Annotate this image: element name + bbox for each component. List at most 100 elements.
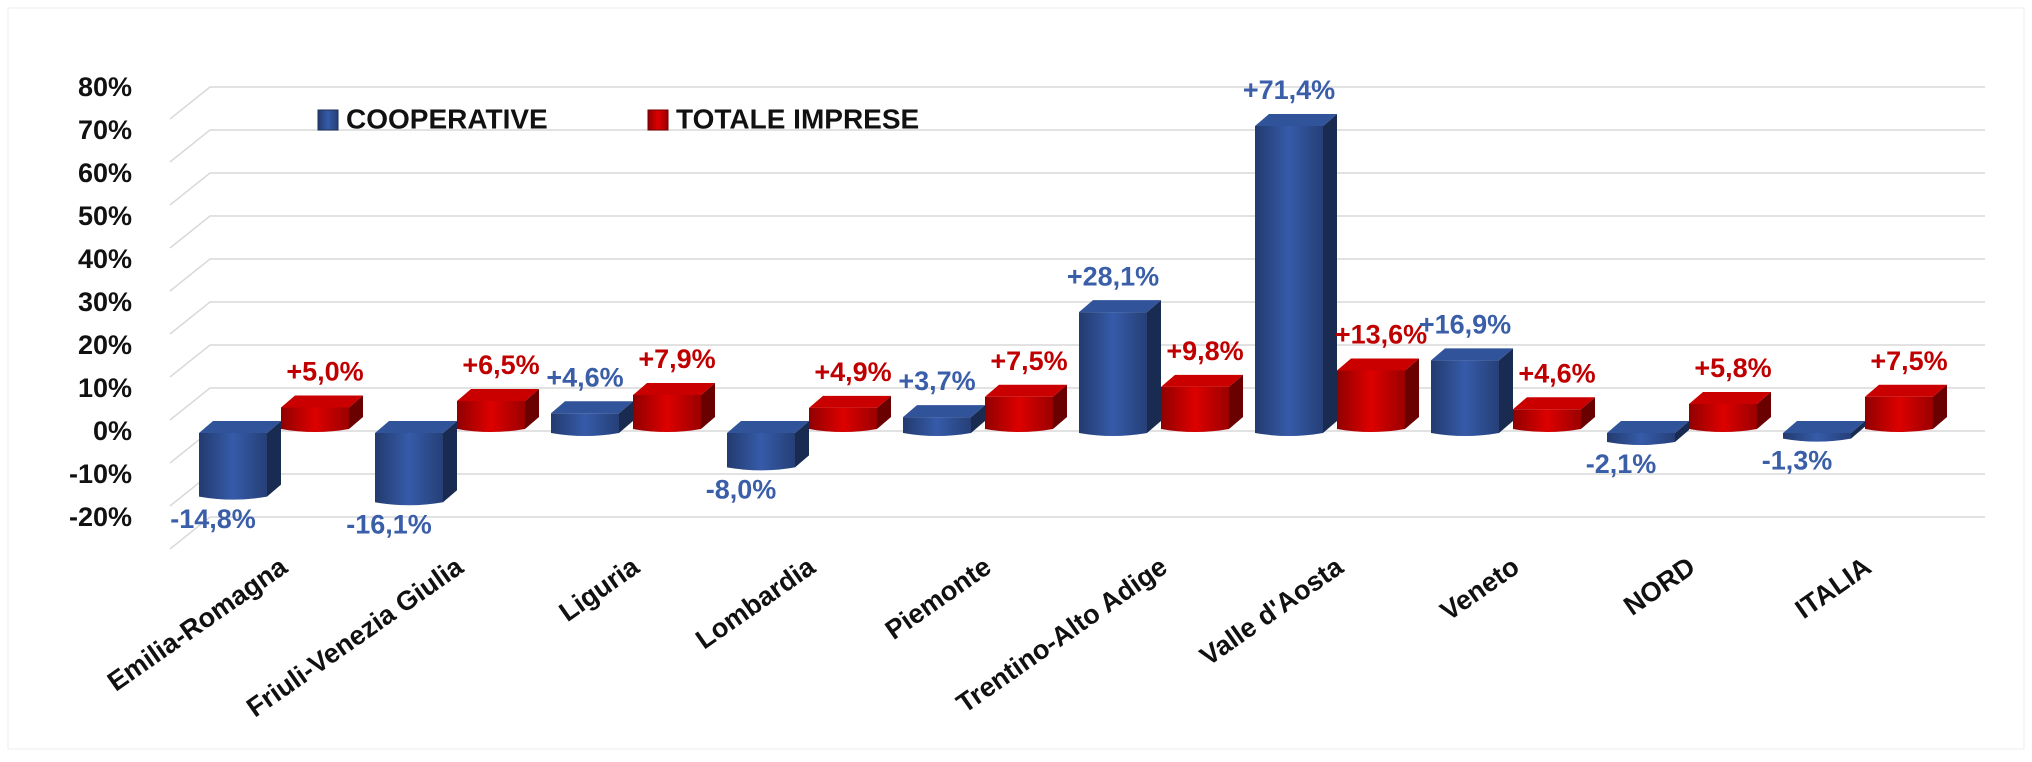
y-tick-label: 30% xyxy=(78,287,132,317)
bar-side xyxy=(1499,348,1513,433)
value-label: -2,1% xyxy=(1586,449,1657,479)
bar-top xyxy=(1865,384,1947,397)
y-tick-label: 70% xyxy=(78,115,132,145)
bar-side xyxy=(1675,421,1689,443)
grid-line xyxy=(169,172,1985,206)
value-label: -1,3% xyxy=(1762,446,1833,476)
value-label: +5,8% xyxy=(1694,353,1771,383)
bar-top xyxy=(1161,374,1243,387)
bar-side xyxy=(1581,397,1595,429)
value-label: +7,5% xyxy=(1870,346,1947,376)
bar xyxy=(1161,386,1229,432)
bar-side xyxy=(1323,113,1337,433)
grid-line xyxy=(169,86,1985,120)
grid-line xyxy=(169,516,1985,550)
y-tick-label: 20% xyxy=(78,330,132,360)
bar-top xyxy=(1337,358,1419,371)
bar xyxy=(1689,404,1757,432)
bar xyxy=(199,433,267,500)
bar xyxy=(551,413,619,436)
bar xyxy=(457,401,525,432)
value-label: +5,0% xyxy=(286,357,363,387)
value-label: +13,6% xyxy=(1335,320,1427,350)
y-tick-label: 60% xyxy=(78,158,132,188)
grid-line xyxy=(169,215,1985,249)
bar-top xyxy=(551,401,633,414)
bar-top xyxy=(199,421,281,433)
bar-top xyxy=(1079,300,1161,313)
bar-top xyxy=(457,389,539,402)
bar-top xyxy=(1783,421,1865,433)
bar-top xyxy=(1607,421,1689,433)
bar-side xyxy=(1147,300,1161,433)
y-tick-label: 50% xyxy=(78,201,132,231)
bar-side xyxy=(1053,384,1067,429)
value-label: -8,0% xyxy=(706,475,777,505)
value-label: +4,9% xyxy=(814,357,891,387)
value-label: +7,9% xyxy=(638,344,715,374)
bar-side xyxy=(877,395,891,429)
value-label: +6,5% xyxy=(462,350,539,380)
grid-line xyxy=(169,301,1985,335)
bar-top xyxy=(375,421,457,433)
bar-top xyxy=(1513,397,1595,410)
y-tick-label: -20% xyxy=(69,502,132,532)
bar-top xyxy=(1255,113,1337,126)
value-label: +16,9% xyxy=(1419,309,1511,339)
bar xyxy=(1783,433,1851,442)
bar-top xyxy=(809,395,891,408)
bar xyxy=(1431,360,1499,436)
bar xyxy=(1255,125,1323,436)
bar xyxy=(281,407,349,432)
value-label: -14,8% xyxy=(170,504,256,534)
value-label: -16,1% xyxy=(346,509,432,539)
legend-label: TOTALE IMPRESE xyxy=(676,103,919,134)
legend-swatch xyxy=(317,109,339,131)
bar-top xyxy=(1689,392,1771,405)
bar-top xyxy=(903,405,985,418)
grid-line xyxy=(169,129,1985,163)
bar xyxy=(1337,370,1405,432)
bar xyxy=(903,417,971,436)
legend-label: COOPERATIVE xyxy=(346,103,548,134)
bar-side xyxy=(795,421,809,468)
y-tick-label: -10% xyxy=(69,459,132,489)
bar xyxy=(375,433,443,506)
value-label: +7,5% xyxy=(990,346,1067,376)
bar xyxy=(727,433,795,471)
value-label: +9,8% xyxy=(1166,336,1243,366)
bar-top xyxy=(281,395,363,408)
bar-side xyxy=(267,421,281,497)
legend-swatch xyxy=(647,109,669,131)
value-label: +71,4% xyxy=(1243,75,1335,105)
bar-top xyxy=(1431,348,1513,361)
value-label: +4,6% xyxy=(1518,358,1595,388)
bar-side xyxy=(1405,358,1419,429)
bar-top xyxy=(985,384,1067,397)
y-tick-label: 80% xyxy=(78,72,132,102)
bar-top xyxy=(727,421,809,433)
value-label: +3,7% xyxy=(898,366,975,396)
bar-side xyxy=(1229,374,1243,429)
bar-side xyxy=(525,389,539,429)
bar-top xyxy=(633,383,715,396)
grid-line xyxy=(169,344,1985,378)
bar-side xyxy=(971,405,985,433)
bar-side xyxy=(1757,392,1771,429)
bar xyxy=(985,396,1053,432)
bar xyxy=(1079,312,1147,436)
bar xyxy=(809,407,877,432)
bar-side xyxy=(349,395,363,429)
value-label: +4,6% xyxy=(546,362,623,392)
frame xyxy=(7,7,2025,750)
bar-side xyxy=(701,383,715,429)
grid-line xyxy=(169,258,1985,292)
bar xyxy=(1513,409,1581,432)
bar xyxy=(1607,433,1675,446)
y-tick-label: 10% xyxy=(78,373,132,403)
bar-side xyxy=(619,401,633,433)
bar xyxy=(1865,396,1933,432)
y-tick-label: 40% xyxy=(78,244,132,274)
y-tick-label: 0% xyxy=(93,416,132,446)
